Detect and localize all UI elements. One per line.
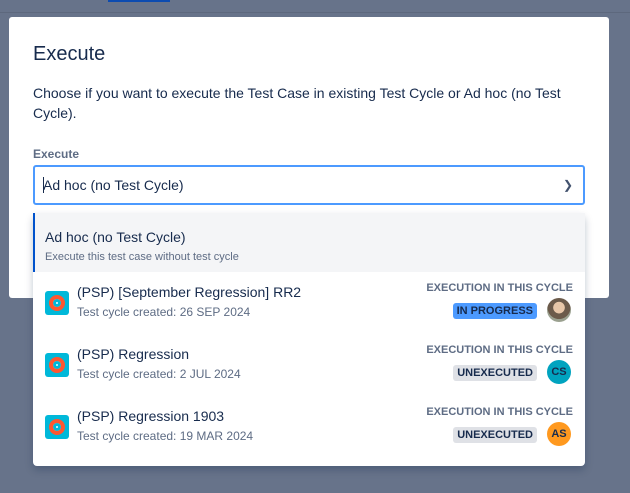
cycle-name: (PSP) Regression 1903 (77, 408, 225, 424)
avatar: AS (547, 422, 571, 446)
execute-field-label: Execute (33, 147, 80, 161)
option-test-cycle[interactable]: (PSP) [September Regression] RR2 Test cy… (33, 272, 585, 334)
modal-description: Choose if you want to execute the Test C… (33, 85, 561, 121)
execution-label: EXECUTION IN THIS CYCLE (426, 282, 573, 294)
background-tab-indicator (108, 0, 170, 2)
execute-select[interactable]: Ad hoc (no Test Cycle) ❯ (33, 165, 585, 205)
status-badge: UNEXECUTED (453, 365, 537, 381)
avatar: CS (547, 360, 571, 384)
modal-title: Execute (33, 43, 106, 65)
option-test-cycle[interactable]: (PSP) Regression Test cycle created: 2 J… (33, 334, 585, 396)
cycle-created: Test cycle created: 26 SEP 2024 (77, 305, 251, 319)
selected-value: Ad hoc (no Test Cycle) (43, 177, 184, 193)
execution-label: EXECUTION IN THIS CYCLE (426, 344, 573, 356)
execution-label: EXECUTION IN THIS CYCLE (426, 406, 573, 418)
option-test-cycle[interactable]: (PSP) Regression 1903 Test cycle created… (33, 396, 585, 458)
backdrop-divider (0, 12, 630, 13)
option-adhoc[interactable]: Ad hoc (no Test Cycle) Execute this test… (33, 213, 585, 272)
option-title: Ad hoc (no Test Cycle) (45, 229, 186, 245)
option-subtitle: Execute this test case without test cycl… (45, 251, 239, 263)
test-cycle-icon (45, 291, 69, 315)
chevron-down-icon[interactable]: ❯ (562, 178, 573, 192)
test-cycle-icon (45, 353, 69, 377)
execute-dropdown-menu: Ad hoc (no Test Cycle) Execute this test… (33, 213, 585, 466)
text-cursor (43, 177, 44, 193)
avatar (547, 298, 571, 322)
cycle-name: (PSP) Regression (77, 346, 190, 362)
cycle-created: Test cycle created: 2 JUL 2024 (77, 367, 241, 381)
status-badge: UNEXECUTED (453, 427, 537, 443)
cycle-name: (PSP) [September Regression] RR2 (77, 284, 302, 300)
cycle-created: Test cycle created: 19 MAR 2024 (77, 429, 254, 443)
test-cycle-icon (45, 415, 69, 439)
status-badge: IN PROGRESS (452, 303, 537, 319)
